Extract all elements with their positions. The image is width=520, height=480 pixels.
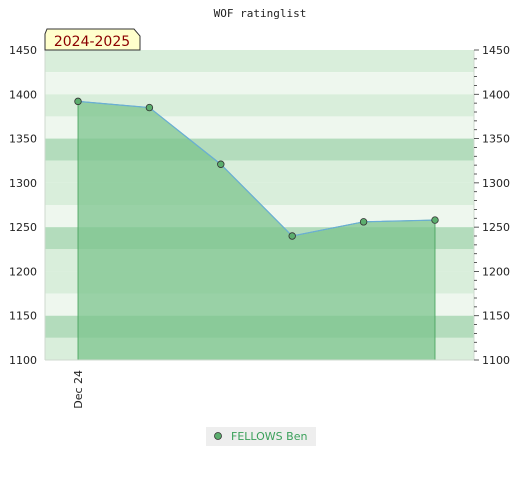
legend-series-label: FELLOWS Ben (231, 430, 307, 443)
points (74, 97, 439, 240)
tick-labels: 1100 1100 1150 1150 1200 1200 1250 1250 1300 1300… (9, 44, 510, 409)
data-point (288, 232, 296, 240)
data-point (431, 216, 439, 224)
data-point (359, 218, 368, 226)
y-tick-label-left: 1250 (9, 221, 37, 234)
y-tick-label-right: 1450 (482, 44, 510, 57)
data-point (74, 97, 82, 106)
y-tick-label-right: 1400 (482, 88, 510, 101)
axes (44, 49, 479, 361)
legend-marker (214, 432, 222, 440)
y-tick-label-left: 1200 (9, 265, 37, 278)
y-tick-label-left: 1350 (9, 133, 37, 146)
y-tick-label-right: 1200 (482, 265, 510, 278)
y-tick-label-right: 1250 (482, 221, 510, 234)
y-tick-label-right: 1100 (482, 354, 510, 367)
grid-band (45, 72, 474, 95)
y-tick-label-right: 1150 (482, 310, 510, 323)
y-tick-label-right: 1300 (482, 177, 510, 190)
grid-band (45, 50, 474, 73)
data-point (217, 160, 225, 168)
badge-box (44, 28, 141, 51)
series-line (77, 100, 436, 237)
data-point (145, 103, 154, 112)
legend[interactable]: FELLOWS Ben (206, 427, 316, 446)
y-tick-label-left: 1150 (9, 310, 37, 323)
badge-label: 2024-2025 (54, 34, 130, 50)
y-tick-label-right: 1350 (482, 133, 510, 146)
season-badge: 2024-2025 (44, 28, 141, 51)
legend-box (206, 427, 316, 446)
y-tick-label-left: 1400 (9, 88, 37, 101)
x-tick-label: Dec 24 (72, 370, 85, 409)
y-tick-label-left: 1300 (9, 177, 37, 190)
chart-title: WOF ratinglist (214, 7, 307, 20)
y-tick-label-left: 1450 (9, 44, 37, 57)
y-tick-label-left: 1100 (9, 354, 37, 367)
